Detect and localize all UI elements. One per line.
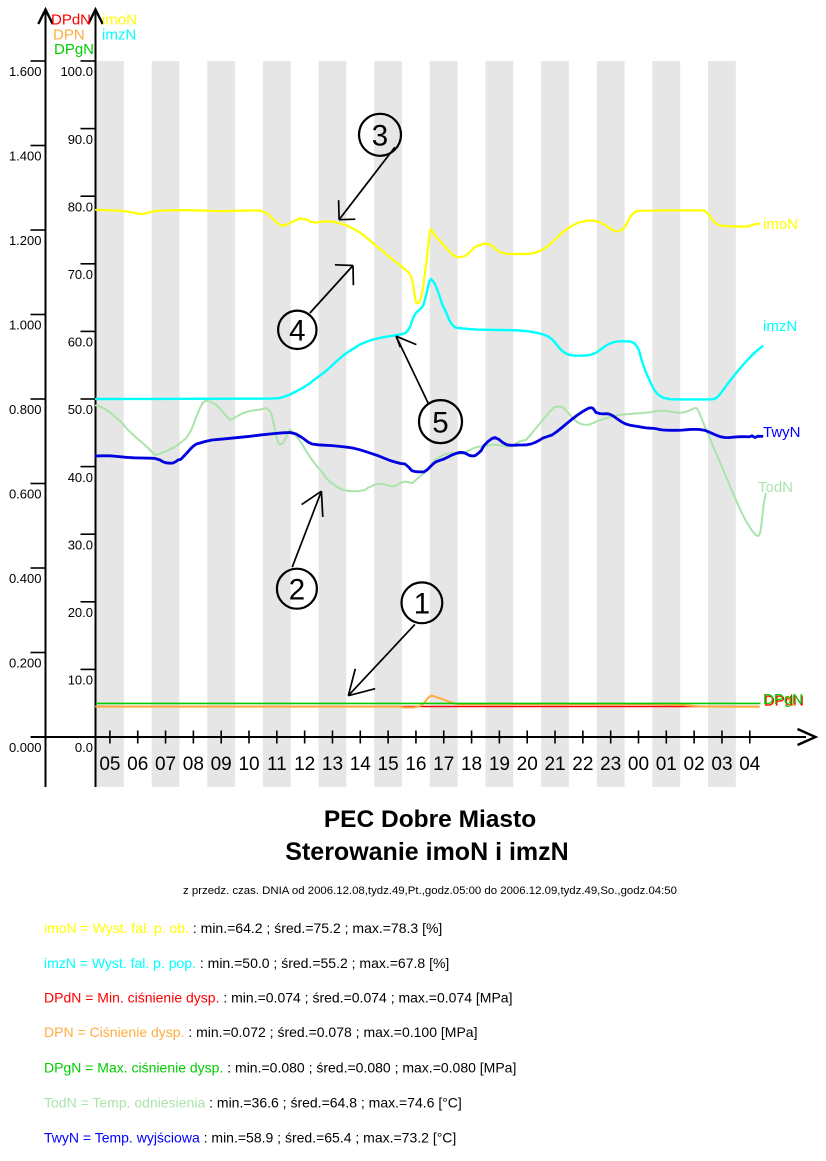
svg-text:14: 14 bbox=[350, 754, 372, 775]
svg-text:80.0: 80.0 bbox=[68, 199, 93, 214]
svg-text:40.0: 40.0 bbox=[68, 470, 93, 485]
svg-text:imzN = Wyst. fal. p. pop. : mi: imzN = Wyst. fal. p. pop. : min.=50.0 ; … bbox=[44, 955, 449, 971]
svg-text:z przedz. czas. DNIA od 2006.1: z przedz. czas. DNIA od 2006.12.08,tydz.… bbox=[183, 885, 677, 897]
svg-text:08: 08 bbox=[183, 754, 204, 775]
svg-text:03: 03 bbox=[711, 754, 732, 775]
svg-text:1.200: 1.200 bbox=[9, 233, 42, 248]
svg-text:13: 13 bbox=[322, 754, 343, 775]
svg-text:DPgN: DPgN bbox=[763, 691, 803, 708]
svg-text:3: 3 bbox=[372, 120, 388, 153]
svg-text:1: 1 bbox=[414, 588, 430, 621]
svg-text:20.0: 20.0 bbox=[68, 605, 93, 620]
svg-text:06: 06 bbox=[127, 754, 148, 775]
svg-text:20: 20 bbox=[517, 754, 538, 775]
svg-text:15: 15 bbox=[378, 754, 399, 775]
svg-text:21: 21 bbox=[544, 754, 565, 775]
svg-text:Sterowanie imoN i imzN: Sterowanie imoN i imzN bbox=[285, 838, 568, 866]
svg-text:imzN: imzN bbox=[763, 318, 797, 335]
svg-text:imoN: imoN bbox=[763, 216, 798, 233]
svg-text:DPgN: DPgN bbox=[54, 41, 94, 58]
svg-text:50.0: 50.0 bbox=[68, 402, 93, 417]
svg-text:19: 19 bbox=[489, 754, 510, 775]
svg-text:imoN = Wyst. fal. p. ob. : min: imoN = Wyst. fal. p. ob. : min.=64.2 ; ś… bbox=[44, 920, 442, 936]
svg-text:5: 5 bbox=[432, 406, 448, 439]
svg-text:0.400: 0.400 bbox=[9, 571, 42, 586]
svg-text:0.200: 0.200 bbox=[9, 656, 42, 671]
svg-text:11: 11 bbox=[267, 754, 287, 775]
svg-text:70.0: 70.0 bbox=[68, 267, 93, 282]
svg-text:0.0: 0.0 bbox=[75, 740, 93, 755]
svg-text:23: 23 bbox=[600, 754, 621, 775]
svg-text:PEC Dobre Miasto: PEC Dobre Miasto bbox=[324, 806, 536, 833]
svg-text:4: 4 bbox=[289, 315, 305, 348]
svg-text:05: 05 bbox=[99, 754, 120, 775]
svg-text:TwyN = Temp. wyjściowa : min.=: TwyN = Temp. wyjściowa : min.=58.9 ; śre… bbox=[44, 1130, 456, 1146]
svg-text:DPN = Ciśnienie dysp. : min.=0: DPN = Ciśnienie dysp. : min.=0.072 ; śre… bbox=[44, 1024, 477, 1040]
svg-text:10: 10 bbox=[238, 754, 259, 775]
svg-text:07: 07 bbox=[155, 754, 176, 775]
svg-text:1.600: 1.600 bbox=[9, 64, 42, 79]
svg-text:100.0: 100.0 bbox=[60, 64, 93, 79]
svg-text:2: 2 bbox=[289, 574, 305, 607]
svg-text:16: 16 bbox=[405, 754, 426, 775]
svg-text:01: 01 bbox=[656, 754, 677, 775]
svg-text:30.0: 30.0 bbox=[68, 537, 93, 552]
svg-text:12: 12 bbox=[294, 754, 315, 775]
svg-text:09: 09 bbox=[211, 754, 232, 775]
svg-text:0.600: 0.600 bbox=[9, 487, 42, 502]
svg-text:imzN: imzN bbox=[102, 27, 136, 44]
svg-text:90.0: 90.0 bbox=[68, 132, 93, 147]
svg-text:DPgN = Max. ciśnienie dysp. :: DPgN = Max. ciśnienie dysp. : min.=0.080… bbox=[44, 1060, 516, 1076]
svg-text:1.000: 1.000 bbox=[9, 318, 42, 333]
svg-text:TodN: TodN bbox=[758, 479, 793, 496]
svg-text:0.800: 0.800 bbox=[9, 402, 42, 417]
svg-text:22: 22 bbox=[572, 754, 593, 775]
svg-text:04: 04 bbox=[739, 754, 761, 775]
svg-text:DPdN = Min. ciśnienie dysp. :: DPdN = Min. ciśnienie dysp. : min.=0.074… bbox=[44, 990, 512, 1006]
svg-text:TodN = Temp. odniesienia : min: TodN = Temp. odniesienia : min.=36.6 ; ś… bbox=[44, 1095, 462, 1111]
svg-text:60.0: 60.0 bbox=[68, 335, 93, 350]
svg-text:18: 18 bbox=[461, 754, 482, 775]
svg-text:02: 02 bbox=[684, 754, 705, 775]
svg-text:17: 17 bbox=[433, 754, 454, 775]
svg-text:1.400: 1.400 bbox=[9, 149, 42, 164]
svg-text:00: 00 bbox=[628, 754, 649, 775]
svg-text:10.0: 10.0 bbox=[68, 673, 93, 688]
svg-text:0.000: 0.000 bbox=[9, 740, 42, 755]
svg-text:TwyN: TwyN bbox=[763, 424, 801, 441]
